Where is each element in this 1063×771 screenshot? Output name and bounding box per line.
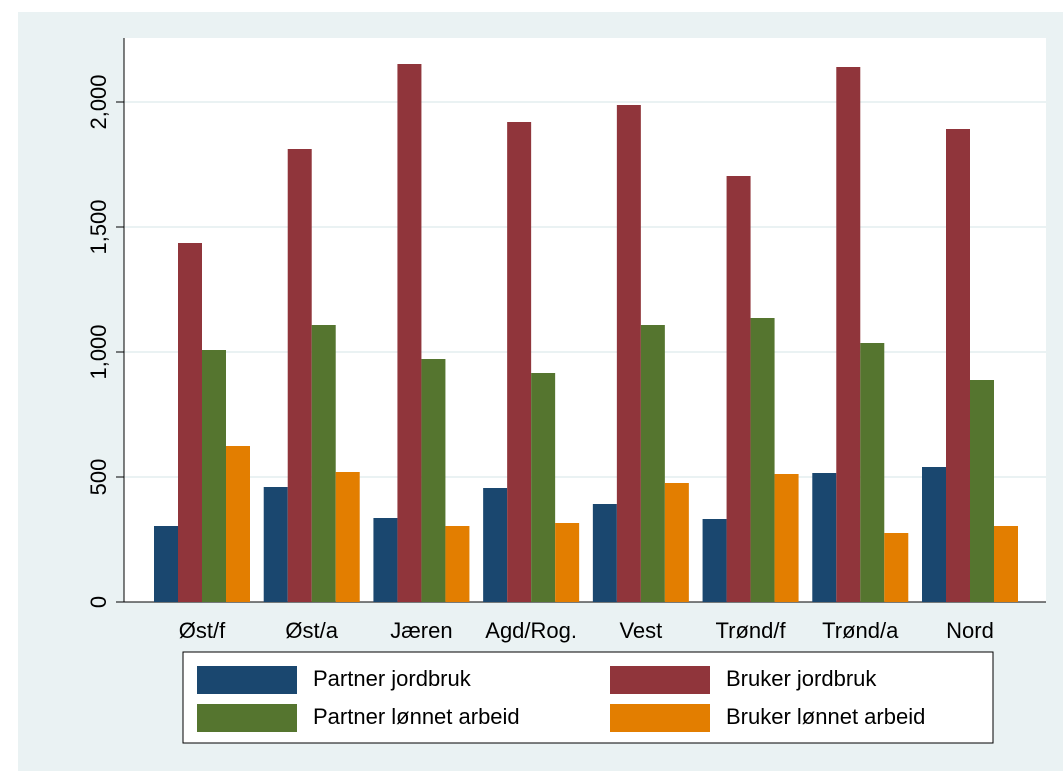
plot-area <box>124 38 1046 602</box>
y-tick-label: 500 <box>86 459 111 496</box>
bar <box>178 243 202 602</box>
bar <box>445 526 470 602</box>
bar <box>884 533 909 602</box>
bar <box>774 474 799 602</box>
legend <box>182 651 994 744</box>
bar <box>483 488 508 602</box>
bar <box>860 343 885 602</box>
y-tick-label: 2,000 <box>86 74 111 129</box>
x-tick-label: Vest <box>619 618 662 643</box>
bar <box>202 350 226 602</box>
bar <box>335 472 360 602</box>
bar <box>922 467 946 602</box>
legend-label: Partner jordbruk <box>313 666 472 691</box>
bar <box>421 359 446 602</box>
bar <box>226 446 250 602</box>
x-tick-label: Trønd/f <box>716 618 787 643</box>
y-tick-label: 0 <box>86 596 111 608</box>
x-tick-label: Trønd/a <box>822 618 899 643</box>
bar <box>994 526 1018 602</box>
x-tick-label: Jæren <box>390 618 452 643</box>
bar <box>812 473 837 602</box>
legend-label: Partner lønnet arbeid <box>313 704 520 729</box>
y-tick-label: 1,500 <box>86 199 111 254</box>
bar <box>531 373 556 602</box>
bar <box>750 318 775 602</box>
bar <box>592 504 617 602</box>
bar <box>726 176 751 602</box>
bar <box>507 122 532 602</box>
x-tick-label: Nord <box>946 618 994 643</box>
bar <box>287 149 312 602</box>
bar <box>702 519 727 602</box>
y-tick-label: 1,000 <box>86 324 111 379</box>
legend-swatch <box>197 666 297 694</box>
legend-swatch <box>610 704 710 732</box>
bar <box>970 380 994 602</box>
legend-swatch <box>610 666 710 694</box>
bar <box>154 526 178 602</box>
bar <box>946 129 970 602</box>
bar <box>664 483 689 602</box>
bar <box>397 64 422 602</box>
bar <box>616 105 641 602</box>
x-tick-label: Øst/f <box>179 618 226 643</box>
bar <box>373 518 398 602</box>
legend-label: Bruker jordbruk <box>726 666 877 691</box>
bar <box>311 325 336 602</box>
bar <box>555 523 580 602</box>
bar <box>640 325 665 602</box>
x-tick-label: Agd/Rog. <box>485 618 577 643</box>
legend-label: Bruker lønnet arbeid <box>726 704 925 729</box>
bar <box>836 67 861 602</box>
x-tick-label: Øst/a <box>285 618 338 643</box>
bar <box>263 487 288 602</box>
legend-swatch <box>197 704 297 732</box>
